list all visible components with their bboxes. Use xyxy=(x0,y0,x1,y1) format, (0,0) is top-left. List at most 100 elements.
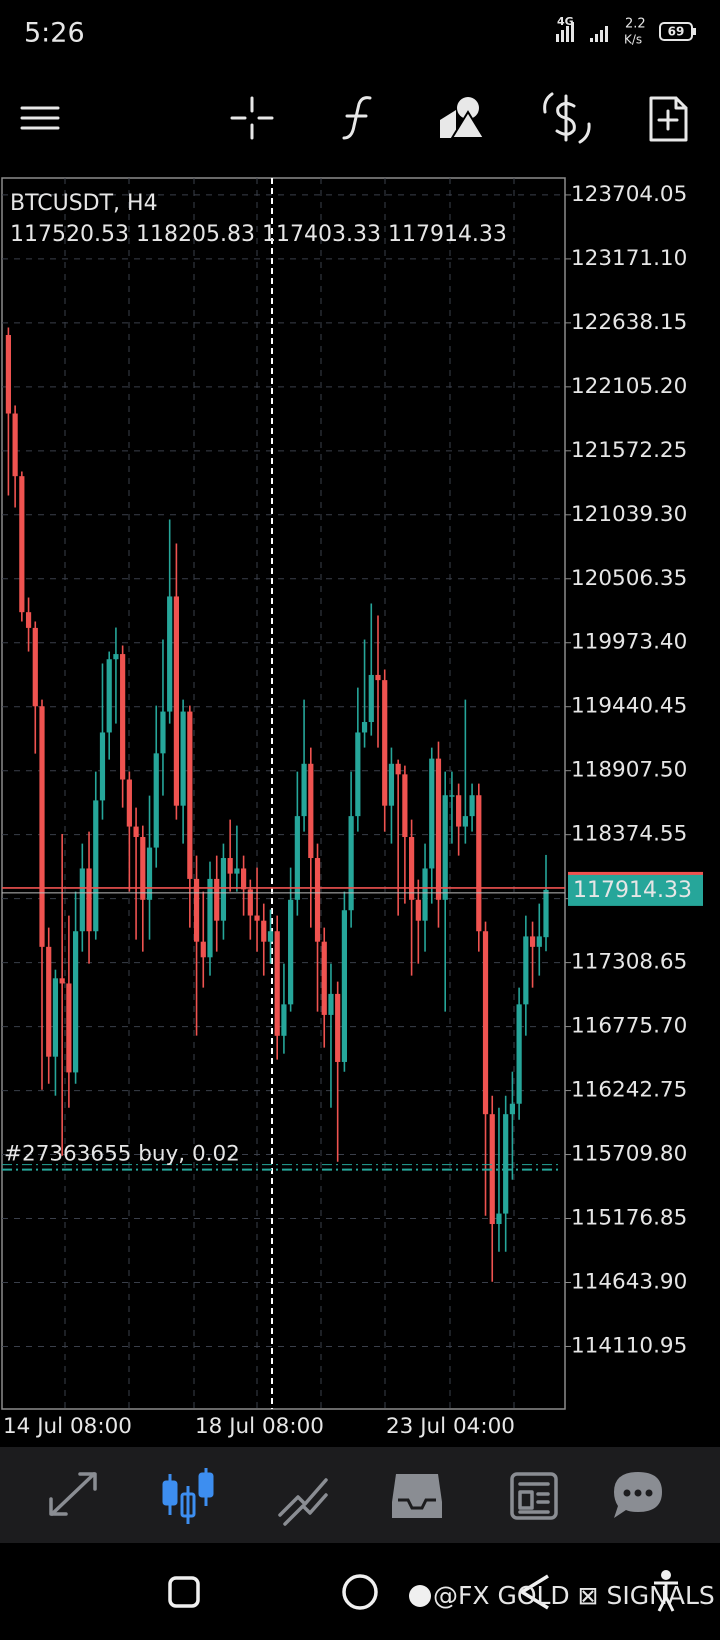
candle-body xyxy=(254,915,260,921)
y-tick-label: 114643.90 xyxy=(571,1269,687,1294)
candle-body xyxy=(415,899,421,921)
candle-body xyxy=(32,627,38,707)
chart-frame xyxy=(1,177,566,1410)
candle-body xyxy=(409,837,415,900)
ohlc-open: 117520.53 xyxy=(10,222,129,247)
messages-tab[interactable] xyxy=(614,1472,662,1518)
candle-body xyxy=(288,899,294,1005)
y-tick-label: 118907.50 xyxy=(571,758,687,783)
y-tick-label: 119440.45 xyxy=(571,694,687,719)
battery-outline xyxy=(659,22,693,41)
candle-body xyxy=(234,868,240,874)
chart-tab[interactable] xyxy=(162,1468,214,1524)
y-tick-label: 115709.80 xyxy=(571,1142,687,1167)
history-tab[interactable] xyxy=(392,1474,442,1518)
objects-button[interactable] xyxy=(440,97,486,139)
candle-body xyxy=(113,654,119,660)
candle-body xyxy=(516,1004,522,1104)
candle-body xyxy=(442,795,448,900)
candle-body xyxy=(523,936,529,1005)
candle-body xyxy=(482,931,489,1115)
candle-body xyxy=(328,993,334,1015)
candle-body xyxy=(462,816,468,827)
candle-body xyxy=(308,763,314,859)
candle-body xyxy=(267,931,274,942)
indicators-button[interactable] xyxy=(342,96,372,140)
y-tick-label: 121572.25 xyxy=(571,438,687,463)
trade-tab[interactable] xyxy=(278,1478,328,1526)
quotes-tab[interactable] xyxy=(49,1472,97,1516)
candle-body xyxy=(321,941,327,1015)
x-tick-label: 14 Jul 08:00 xyxy=(3,1414,132,1439)
candle-body xyxy=(227,858,233,874)
candle-body xyxy=(193,878,200,942)
new-order-button[interactable] xyxy=(649,96,688,142)
menu-button[interactable] xyxy=(20,106,60,130)
candle-body xyxy=(106,659,112,733)
candle-body xyxy=(314,858,321,942)
candle-body xyxy=(422,868,428,921)
network-type: 4G xyxy=(557,15,574,28)
candle-body xyxy=(368,674,374,723)
candle-body xyxy=(19,476,25,613)
crosshair-button[interactable] xyxy=(230,96,274,140)
candle-body xyxy=(335,993,341,1062)
candle-body xyxy=(153,753,159,848)
price-label: 117914.33 xyxy=(573,878,692,903)
y-tick-label: 122105.20 xyxy=(571,374,687,399)
ohlc-high: 118205.83 xyxy=(136,222,255,247)
candle-body xyxy=(241,868,247,890)
candle-body xyxy=(86,868,92,932)
price-label-edge xyxy=(568,871,703,875)
candle-body xyxy=(509,1103,515,1115)
candle-body xyxy=(294,816,300,900)
candle-body xyxy=(73,931,79,1073)
candle-body xyxy=(375,674,381,681)
candle-body xyxy=(247,889,253,916)
candle-body xyxy=(220,858,227,921)
price-label-box xyxy=(568,873,703,906)
y-tick-label: 120506.35 xyxy=(571,566,687,591)
candle-body xyxy=(187,711,193,879)
news-tab[interactable] xyxy=(510,1472,558,1520)
candle-body xyxy=(140,837,146,900)
candle-body xyxy=(126,779,132,827)
ohlc-close: 117914.33 xyxy=(388,222,507,247)
candle-body xyxy=(281,1004,287,1036)
y-tick-label: 123171.10 xyxy=(571,246,687,271)
candle-body xyxy=(79,868,85,932)
battery-level: 69 xyxy=(668,25,685,39)
candle-body xyxy=(46,946,52,1057)
y-tick-label: 119973.40 xyxy=(571,630,687,655)
candle-body xyxy=(207,878,213,958)
candle-body xyxy=(39,706,45,947)
candle-body xyxy=(180,711,186,806)
candle-body xyxy=(388,763,395,806)
signal-icons xyxy=(556,22,608,42)
candle-body xyxy=(476,795,482,932)
home-button[interactable] xyxy=(342,1574,378,1610)
candle-body xyxy=(261,920,267,942)
candle-body xyxy=(173,596,179,806)
candle-body xyxy=(52,978,59,1057)
candle-body xyxy=(160,711,166,754)
candle-body xyxy=(449,795,455,797)
candle-body xyxy=(12,413,18,477)
recents-button[interactable] xyxy=(168,1576,200,1608)
watermark: @FX GOLD ⊠ SIGNALS xyxy=(433,1581,715,1610)
candle-body xyxy=(435,758,442,900)
chart-symbol: BTCUSDT, H4 xyxy=(10,191,158,216)
candle-body xyxy=(489,1114,495,1225)
back-button[interactable] xyxy=(518,1574,549,1610)
y-tick-label: 116242.75 xyxy=(571,1078,687,1103)
candle-body xyxy=(167,596,173,712)
x-tick-label: 23 Jul 04:00 xyxy=(386,1414,515,1439)
y-tick-label: 117308.65 xyxy=(571,950,687,975)
candle-body xyxy=(301,763,307,817)
battery-tip xyxy=(693,28,696,35)
trade-button[interactable] xyxy=(543,92,591,144)
candle-body xyxy=(99,732,106,801)
candle-body xyxy=(456,795,462,827)
candle-body xyxy=(496,1213,502,1225)
